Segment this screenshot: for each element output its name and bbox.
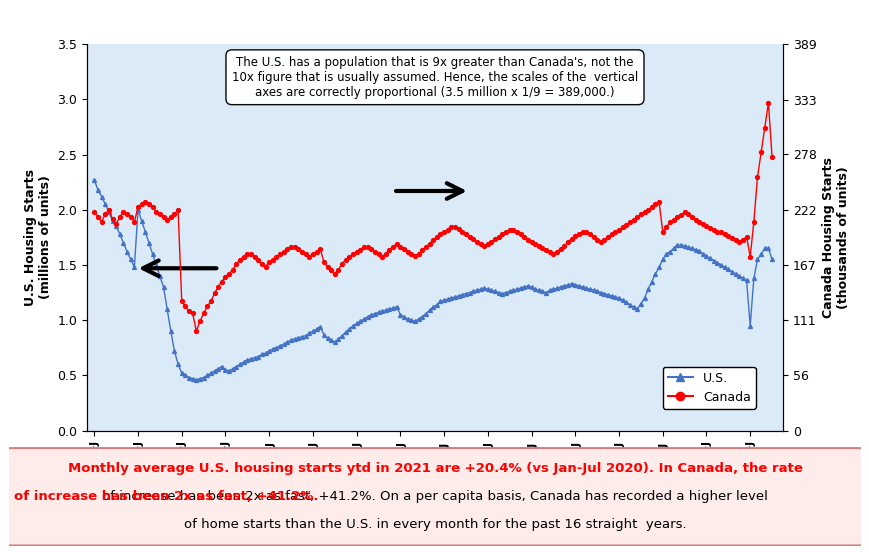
Text: Monthly average U.S. housing starts ytd in 2021 are +20.4% (vs Jan-Jul 2020). In: Monthly average U.S. housing starts ytd … [68, 463, 801, 475]
Text: The U.S. has a population that is 9x greater than Canada's, not the
10x figure t: The U.S. has a population that is 9x gre… [232, 56, 637, 99]
Y-axis label: Canada Housing Starts
(thousands of units): Canada Housing Starts (thousands of unit… [821, 157, 849, 318]
X-axis label: Year and month: Year and month [367, 470, 502, 485]
Y-axis label: U.S. Housing Starts
(millions of units): U.S. Housing Starts (millions of units) [23, 169, 51, 306]
Legend: U.S., Canada: U.S., Canada [662, 367, 755, 409]
Text: of increase has been 2x as fast, +41.2%. On a per capita basis, Canada has recor: of increase has been 2x as fast, +41.2%.… [102, 490, 767, 503]
FancyBboxPatch shape [0, 448, 869, 545]
Text: of increase has been 2x as fast, +41.2%.: of increase has been 2x as fast, +41.2%. [14, 490, 318, 503]
Text: of home starts than the U.S. in every month for the past 16 straight  years.: of home starts than the U.S. in every mo… [183, 518, 686, 531]
